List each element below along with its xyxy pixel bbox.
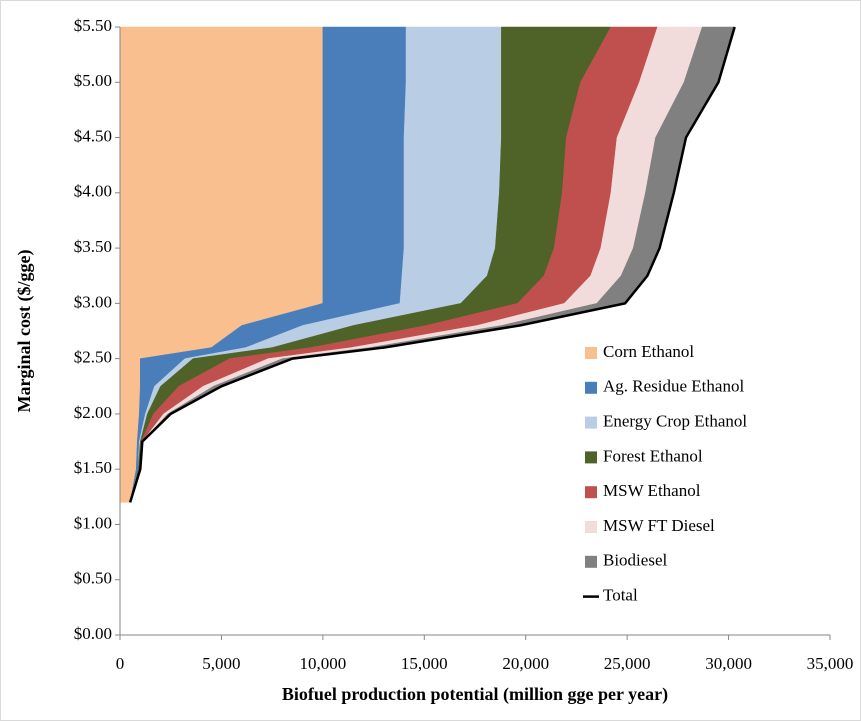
y-tick-label: $1.00 bbox=[74, 513, 112, 532]
x-tick-label: 5,000 bbox=[202, 654, 240, 673]
x-tick-label: 35,000 bbox=[807, 654, 854, 673]
y-tick-label: $5.00 bbox=[74, 71, 112, 90]
y-tick-label: $3.00 bbox=[74, 292, 112, 311]
y-tick-label: $4.50 bbox=[74, 126, 112, 145]
y-tick-label: $0.00 bbox=[74, 624, 112, 643]
y-tick-label: $4.00 bbox=[74, 182, 112, 201]
y-tick-label: $2.00 bbox=[74, 403, 112, 422]
x-tick-label: 20,000 bbox=[502, 654, 549, 673]
x-tick-label: 0 bbox=[116, 654, 125, 673]
legend-label: Biodiesel bbox=[603, 551, 667, 570]
x-tick-label: 25,000 bbox=[604, 654, 651, 673]
y-axis-title: Marginal cost ($/gge) bbox=[14, 250, 35, 413]
legend-label: Corn Ethanol bbox=[603, 342, 694, 361]
x-tick-label: 15,000 bbox=[401, 654, 448, 673]
legend-swatch bbox=[585, 347, 597, 359]
legend-swatch bbox=[585, 381, 597, 394]
y-tick-label: $2.50 bbox=[74, 348, 112, 367]
legend-label: Ag. Residue Ethanol bbox=[603, 377, 744, 396]
y-tick-label: $0.50 bbox=[74, 569, 112, 588]
y-tick-label: $3.50 bbox=[74, 237, 112, 256]
legend-swatch bbox=[585, 416, 597, 429]
y-tick-label: $5.50 bbox=[74, 16, 112, 35]
legend-label: Forest Ethanol bbox=[603, 446, 703, 465]
legend-label: Total bbox=[603, 586, 638, 605]
x-axis-title: Biofuel production potential (million gg… bbox=[282, 684, 668, 705]
legend-swatch bbox=[585, 486, 597, 499]
legend-label: MSW Ethanol bbox=[603, 481, 701, 500]
x-tick-label: 10,000 bbox=[299, 654, 346, 673]
legend-swatch bbox=[585, 451, 597, 464]
x-tick-label: 30,000 bbox=[705, 654, 752, 673]
legend-label: MSW FT Diesel bbox=[603, 516, 715, 535]
legend-swatch bbox=[585, 555, 597, 568]
legend-swatch bbox=[585, 521, 597, 533]
y-tick-label: $1.50 bbox=[74, 458, 112, 477]
legend-label: Energy Crop Ethanol bbox=[603, 412, 747, 431]
total-line bbox=[128, 26, 736, 503]
